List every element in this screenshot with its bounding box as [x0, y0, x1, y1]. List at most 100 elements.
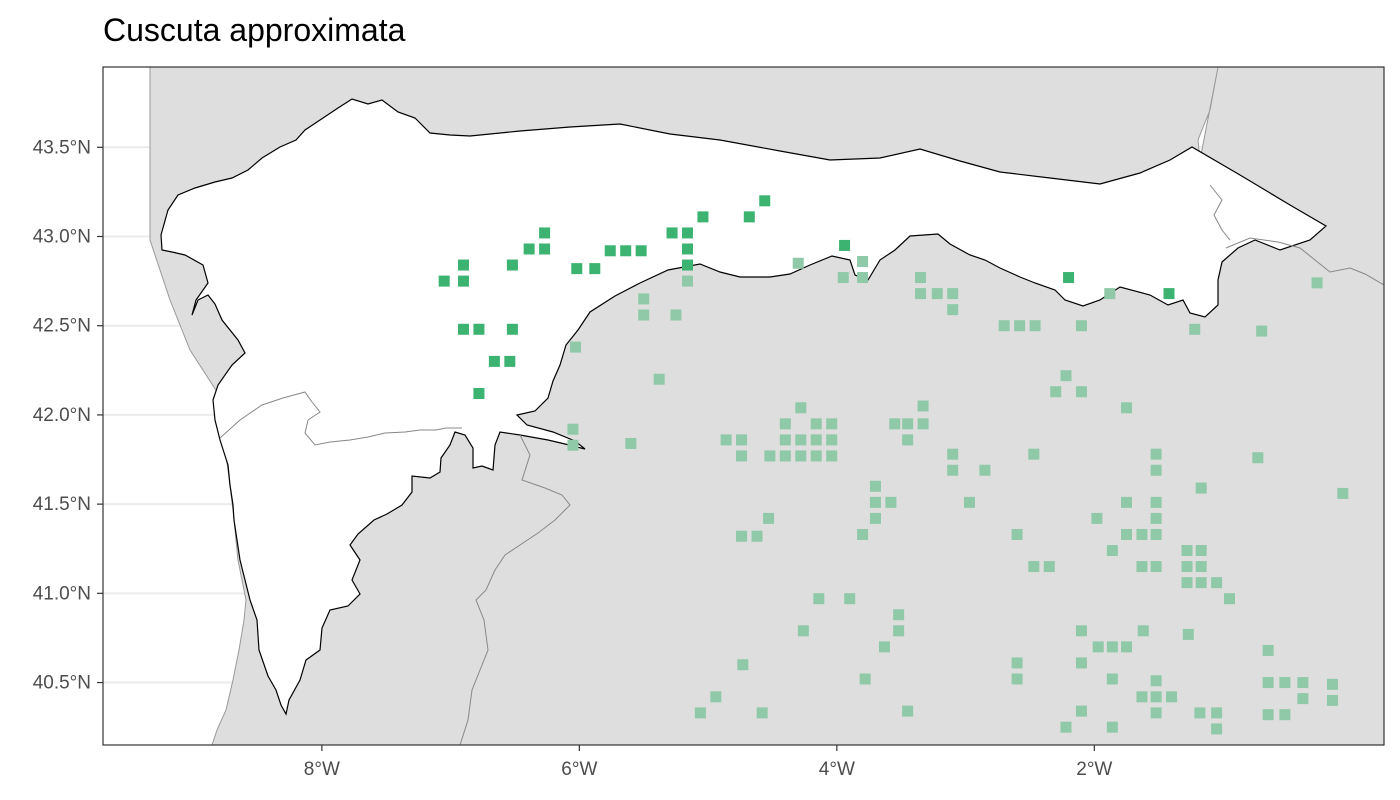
- occurrence-point-outside: [1279, 709, 1291, 721]
- occurrence-point-outside: [1297, 693, 1309, 705]
- occurrence-point-inside: [506, 259, 518, 271]
- occurrence-point-inside: [604, 245, 616, 257]
- x-axis: 8°W 6°W 4°W 2°W: [304, 745, 1112, 780]
- x-tick-label: 4°W: [819, 759, 855, 780]
- occurrence-point-outside: [857, 255, 869, 267]
- occurrence-point-outside: [1106, 641, 1118, 653]
- occurrence-point-outside: [1121, 402, 1133, 414]
- occurrence-point-outside: [826, 434, 838, 446]
- map-title: Cuscuta approximata: [103, 12, 406, 48]
- occurrence-point-outside: [810, 418, 822, 430]
- occurrence-point-outside: [1182, 628, 1194, 640]
- occurrence-point-outside: [963, 496, 975, 508]
- occurrence-point-outside: [1075, 657, 1087, 669]
- occurrence-point-outside: [844, 593, 856, 605]
- occurrence-point-inside: [697, 211, 709, 223]
- occurrence-point-inside: [504, 355, 516, 367]
- occurrence-point-outside: [1195, 545, 1207, 557]
- occurrence-point-outside: [931, 288, 943, 300]
- occurrence-point-outside: [567, 439, 579, 451]
- occurrence-point-outside: [826, 418, 838, 430]
- occurrence-point-outside: [878, 641, 890, 653]
- occurrence-point-inside: [589, 263, 601, 275]
- occurrence-point-outside: [681, 275, 693, 287]
- occurrence-point-inside: [473, 388, 485, 400]
- occurrence-point-outside: [1181, 577, 1193, 589]
- occurrence-point-outside: [710, 691, 722, 703]
- occurrence-point-outside: [1137, 625, 1149, 637]
- y-axis: 43.5°N 43.0°N 42.5°N 42.0°N 41.5°N 41.0°N 40.5…: [33, 137, 103, 694]
- internal-border: [1225, 237, 1384, 286]
- occurrence-point-outside: [1195, 482, 1207, 494]
- occurrence-point-outside: [1195, 577, 1207, 589]
- occurrence-point-outside: [1075, 320, 1087, 332]
- occurrence-point-outside: [915, 272, 927, 284]
- occurrence-point-inside: [759, 195, 771, 207]
- occurrence-point-outside: [763, 512, 775, 524]
- occurrence-point-outside: [837, 272, 849, 284]
- occurrence-point-inside: [438, 275, 450, 287]
- occurrence-point-inside: [620, 245, 632, 257]
- occurrence-point-outside: [1337, 487, 1349, 499]
- occurrence-point-outside: [1252, 452, 1264, 464]
- occurrence-point-outside: [1150, 464, 1162, 476]
- occurrence-point-outside: [1136, 528, 1148, 540]
- occurrence-point-outside: [1075, 386, 1087, 398]
- occurrence-point-outside: [1028, 448, 1040, 460]
- occurrences-inside: [438, 195, 1175, 400]
- occurrence-point-outside: [1091, 512, 1103, 524]
- occurrence-point-outside: [1262, 644, 1274, 656]
- study-area: [160, 98, 1328, 716]
- occurrence-point-outside: [1262, 677, 1274, 689]
- occurrence-point-outside: [1150, 691, 1162, 703]
- occurrence-point-inside: [839, 239, 851, 251]
- occurrence-point-outside: [810, 434, 822, 446]
- occurrence-point-outside: [869, 496, 881, 508]
- occurrence-point-outside: [1121, 641, 1133, 653]
- occurrence-point-inside: [473, 323, 485, 335]
- occurrence-point-outside: [720, 434, 732, 446]
- occurrence-point-outside: [1297, 677, 1309, 689]
- occurrence-point-outside: [902, 434, 914, 446]
- y-tick-label: 41.0°N: [33, 583, 91, 604]
- occurrence-point-outside: [813, 593, 825, 605]
- occurrence-point-outside: [889, 418, 901, 430]
- occurrence-point-outside: [1189, 323, 1201, 335]
- occurrence-point-outside: [947, 304, 959, 316]
- occurrence-point-outside: [1060, 721, 1072, 733]
- occurrence-point-outside: [885, 496, 897, 508]
- occurrence-point-outside: [1211, 577, 1223, 589]
- occurrence-point-outside: [795, 450, 807, 462]
- y-tick-label: 42.0°N: [33, 405, 91, 426]
- occurrence-point-outside: [1150, 675, 1162, 687]
- occurrence-point-outside: [1014, 320, 1026, 332]
- occurrence-point-inside: [457, 323, 469, 335]
- occurrence-point-outside: [1224, 593, 1236, 605]
- occurrence-point-outside: [1150, 496, 1162, 508]
- occurrence-point-outside: [1106, 545, 1118, 557]
- occurrence-point-outside: [869, 480, 881, 492]
- occurrence-point-outside: [1136, 691, 1148, 703]
- occurrence-point-outside: [1211, 707, 1223, 719]
- occurrence-point-inside: [681, 259, 693, 271]
- occurrence-point-outside: [795, 434, 807, 446]
- occurrence-point-inside: [681, 227, 693, 239]
- y-tick-label: 41.5°N: [33, 494, 91, 515]
- occurrence-point-outside: [1043, 561, 1055, 573]
- x-tick-label: 6°W: [561, 759, 597, 780]
- occurrence-point-outside: [1262, 709, 1274, 721]
- occurrence-point-outside: [1028, 561, 1040, 573]
- occurrence-point-outside: [1256, 325, 1268, 337]
- occurrence-point-outside: [1181, 545, 1193, 557]
- occurrence-point-outside: [751, 530, 763, 542]
- occurrence-point-outside: [795, 402, 807, 414]
- occurrence-point-outside: [1211, 723, 1223, 735]
- occurrence-point-outside: [1075, 705, 1087, 717]
- occurrence-point-inside: [1163, 288, 1175, 300]
- occurrence-point-outside: [779, 450, 791, 462]
- occurrence-point-outside: [1050, 386, 1062, 398]
- occurrence-point-outside: [764, 450, 776, 462]
- internal-border: [219, 391, 462, 446]
- occurrence-point-outside: [670, 309, 682, 321]
- occurrence-point-inside: [635, 245, 647, 257]
